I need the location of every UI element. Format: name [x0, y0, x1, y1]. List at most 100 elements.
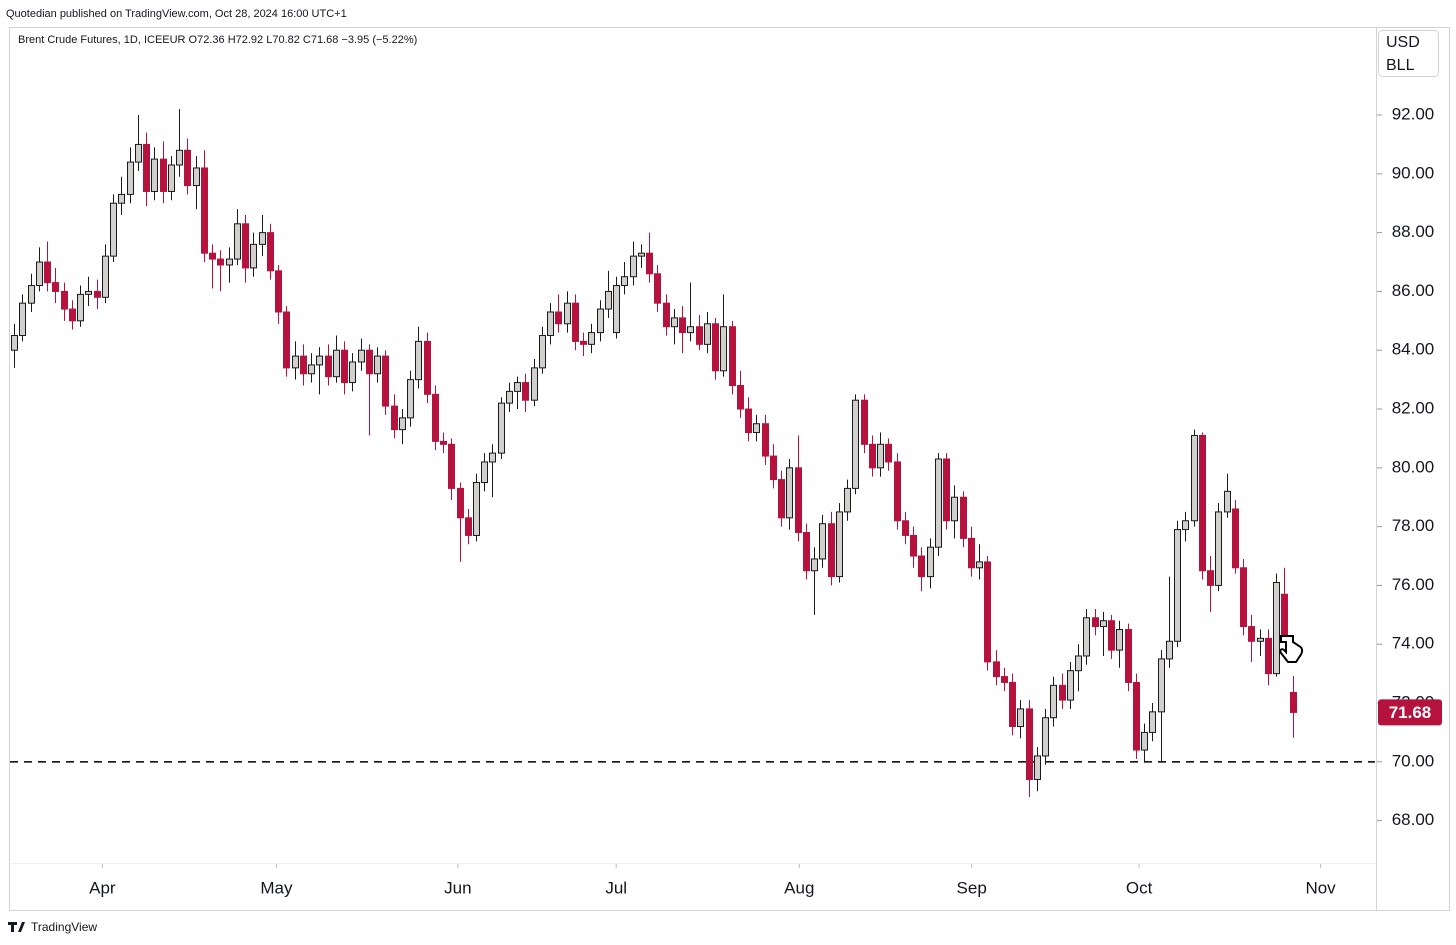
candle-body: [184, 149, 191, 187]
candle-body: [407, 379, 414, 419]
candle-body: [852, 399, 859, 489]
candle-body: [1108, 620, 1115, 651]
y-tick-label: 76.00: [1392, 575, 1435, 594]
candle-body: [391, 405, 398, 431]
candle-body: [572, 302, 579, 342]
x-tick-label: Sep: [957, 878, 987, 897]
candle-body: [77, 293, 84, 322]
candle-body: [597, 308, 604, 334]
candle-body: [283, 311, 290, 369]
candle-body: [1050, 684, 1057, 719]
candle-body: [94, 290, 101, 298]
candle-body: [217, 258, 224, 266]
candle-body: [1281, 593, 1288, 636]
currency-box: [1378, 30, 1439, 77]
candle-body: [729, 326, 736, 387]
candle-body: [762, 423, 769, 457]
candle-body: [267, 232, 274, 272]
y-tick-label: 86.00: [1392, 281, 1435, 300]
candle-body: [951, 496, 958, 522]
y-tick-label: 80.00: [1392, 457, 1435, 476]
x-tick-label: Oct: [1126, 878, 1153, 897]
footer: TradingView: [31, 920, 97, 934]
candle-body: [1174, 529, 1181, 642]
candle-body: [19, 302, 26, 337]
candle-body: [547, 311, 554, 337]
candle-body: [300, 355, 307, 375]
candle-body: [621, 276, 628, 287]
candle-body: [28, 285, 35, 304]
candle-body: [828, 523, 835, 578]
candle-body: [374, 355, 381, 375]
candle-body: [341, 349, 348, 384]
candle-body: [696, 326, 703, 345]
x-tick-label: May: [260, 878, 293, 897]
footer-logo: [8, 922, 25, 932]
last-price-tag: [1378, 699, 1442, 726]
candle-body: [1240, 567, 1247, 628]
candle-body: [745, 408, 752, 434]
candle-body: [151, 158, 158, 192]
candle-body: [1017, 708, 1024, 728]
candle-body: [234, 223, 241, 260]
candle-body: [613, 285, 620, 334]
x-tick-label: Aug: [784, 878, 814, 897]
candle-body: [1100, 620, 1107, 628]
candle-body: [1001, 676, 1008, 683]
candle-body: [720, 326, 727, 372]
candle-body: [993, 661, 1000, 678]
candle-body: [646, 252, 653, 275]
candle-body: [259, 232, 266, 245]
candle-body: [894, 461, 901, 522]
cursor: [1279, 635, 1304, 663]
candle-body: [770, 455, 777, 481]
candle-body: [349, 361, 356, 384]
candle-body: [36, 261, 43, 287]
candle-body: [201, 167, 208, 254]
candle-body: [877, 443, 884, 469]
candle-body: [679, 317, 686, 334]
legend: Brent Crude Futures, 1D, ICEEUR O72.36 H…: [18, 34, 417, 46]
candle-body: [836, 511, 843, 578]
candle-body: [786, 467, 793, 519]
candle-body: [1182, 520, 1189, 531]
candle-body: [242, 223, 249, 269]
y-tick-label: 68.00: [1392, 810, 1435, 829]
candle-body: [275, 270, 282, 313]
currency: USD: [1386, 34, 1420, 51]
unit: BLL: [1386, 57, 1415, 74]
candle-body: [457, 487, 464, 519]
candle-body: [861, 399, 868, 445]
candle-body: [1059, 684, 1066, 701]
candle-body: [465, 517, 472, 536]
candle-body: [1075, 655, 1082, 672]
candle-body: [638, 252, 645, 257]
candle-body: [803, 532, 810, 572]
last-price-label: 71.68: [1389, 703, 1432, 722]
y-tick-label: 88.00: [1392, 222, 1435, 241]
y-tick-label: 84.00: [1392, 340, 1435, 359]
frame: [9, 27, 1450, 911]
candle-body: [663, 302, 670, 328]
candle-body: [588, 332, 595, 345]
candle-body: [325, 355, 332, 378]
candle-body: [514, 382, 521, 392]
candle-body: [1273, 581, 1280, 675]
candle-body: [712, 323, 719, 372]
candle-body: [11, 335, 18, 351]
candle-body: [432, 393, 439, 442]
candle-body: [1042, 717, 1049, 757]
candle-body: [984, 561, 991, 663]
y-tick-label: 92.00: [1392, 105, 1435, 124]
candle-body: [118, 193, 125, 204]
candle-body: [539, 335, 546, 369]
candle-body: [910, 534, 917, 557]
candle-body: [250, 243, 257, 269]
candle-body: [366, 349, 373, 375]
candle-body: [102, 255, 109, 298]
candle-body: [1191, 434, 1198, 522]
candle-body: [135, 143, 142, 163]
